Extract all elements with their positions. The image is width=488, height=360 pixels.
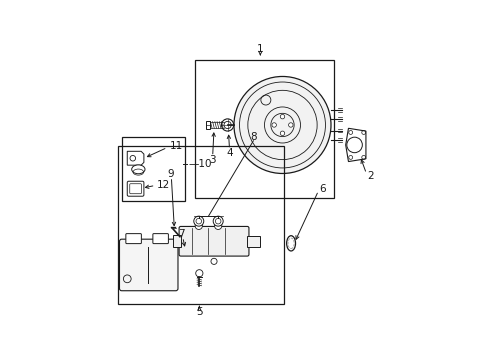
Text: 2: 2 — [366, 171, 373, 181]
Text: 1: 1 — [257, 44, 263, 54]
Bar — [173, 235, 181, 247]
Text: 8: 8 — [249, 132, 256, 143]
Circle shape — [221, 119, 233, 131]
Circle shape — [214, 222, 222, 229]
Circle shape — [271, 123, 276, 127]
Text: 12: 12 — [156, 180, 169, 190]
FancyBboxPatch shape — [153, 234, 168, 244]
Text: 11: 11 — [169, 141, 183, 151]
Polygon shape — [127, 151, 143, 165]
Circle shape — [195, 270, 203, 277]
Bar — [117, 146, 284, 304]
Circle shape — [233, 76, 330, 174]
Circle shape — [288, 123, 292, 127]
Circle shape — [193, 216, 203, 226]
Text: —10: —10 — [188, 159, 212, 169]
Bar — [247, 237, 259, 247]
Text: 6: 6 — [319, 184, 325, 194]
Text: 5: 5 — [196, 307, 202, 317]
Circle shape — [213, 216, 223, 226]
Circle shape — [195, 222, 202, 229]
Bar — [195, 60, 333, 198]
FancyBboxPatch shape — [127, 181, 143, 196]
Text: 7: 7 — [178, 229, 184, 239]
FancyBboxPatch shape — [125, 234, 141, 244]
Text: 3: 3 — [209, 155, 216, 165]
FancyBboxPatch shape — [119, 239, 178, 291]
Bar — [206, 121, 210, 129]
Text: 4: 4 — [226, 148, 232, 158]
Circle shape — [280, 114, 284, 119]
Bar — [122, 138, 185, 201]
Ellipse shape — [131, 165, 145, 174]
Polygon shape — [345, 128, 365, 162]
FancyBboxPatch shape — [179, 226, 248, 256]
Text: 9: 9 — [166, 169, 173, 179]
Circle shape — [280, 131, 284, 135]
